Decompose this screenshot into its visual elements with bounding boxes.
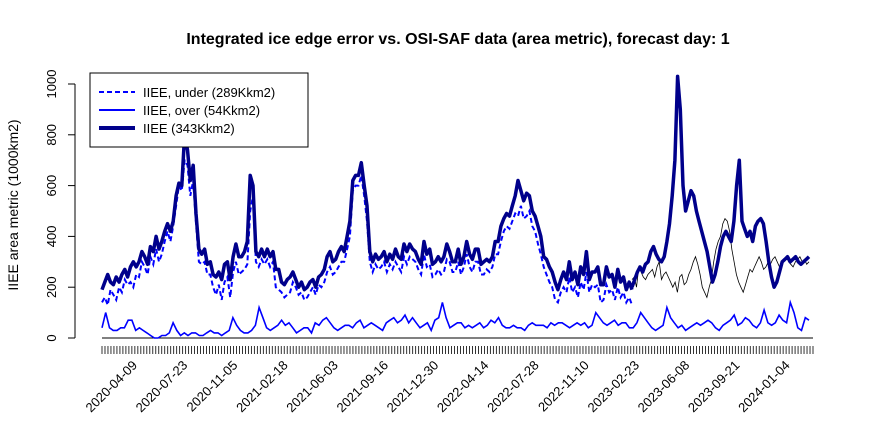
series-total-line bbox=[100, 133, 634, 292]
x-tick-label: 2020-04-09 bbox=[82, 358, 140, 416]
x-tick-label: 2021-06-03 bbox=[283, 358, 341, 416]
y-tick-label: 1000 bbox=[44, 70, 59, 99]
series-layer bbox=[100, 74, 811, 339]
y-tick-label: 800 bbox=[44, 124, 59, 146]
x-tick-label: 2020-11-05 bbox=[184, 358, 241, 415]
legend-label-total: IIEE (343Kkm2) bbox=[143, 121, 235, 136]
x-tick-label: 2021-12-30 bbox=[384, 358, 442, 416]
x-axis: 2020-04-092020-07-232020-11-052021-02-18… bbox=[82, 337, 814, 416]
x-tick-label: 2023-06-08 bbox=[635, 358, 693, 416]
y-tick-label: 400 bbox=[44, 226, 59, 248]
x-tick-label: 2023-09-21 bbox=[685, 358, 743, 416]
x-tick-label: 2021-02-18 bbox=[233, 358, 291, 416]
y-tick-label: 0 bbox=[44, 334, 59, 341]
legend-label-over: IIEE, over (54Kkm2) bbox=[143, 103, 260, 118]
series-total-line-late bbox=[630, 74, 811, 289]
x-tick-label: 2020-07-23 bbox=[133, 358, 191, 416]
y-axis-label: IIEE area metric (1000km2) bbox=[5, 119, 21, 290]
chart-title: Integrated ice edge error vs. OSI-SAF da… bbox=[186, 31, 729, 48]
x-tick-label: 2022-07-28 bbox=[484, 358, 542, 416]
y-tick-label: 600 bbox=[44, 175, 59, 197]
x-tick-label: 2021-09-16 bbox=[333, 358, 391, 416]
legend: IIEE, under (289Kkm2) IIEE, over (54Kkm2… bbox=[89, 72, 309, 148]
series-over-line bbox=[101, 299, 810, 339]
y-tick-label: 200 bbox=[44, 276, 59, 298]
x-tick-label: 2022-11-10 bbox=[535, 358, 592, 415]
y-axis: 0 200 400 600 800 1000 bbox=[44, 70, 76, 342]
legend-label-under: IIEE, under (289Kkm2) bbox=[143, 85, 275, 100]
x-tick-label: 2023-02-23 bbox=[584, 358, 642, 416]
x-tick-label: 2024-01-04 bbox=[735, 358, 793, 416]
x-tick-label: 2022-04-14 bbox=[434, 358, 492, 416]
series-under-line bbox=[101, 156, 633, 309]
